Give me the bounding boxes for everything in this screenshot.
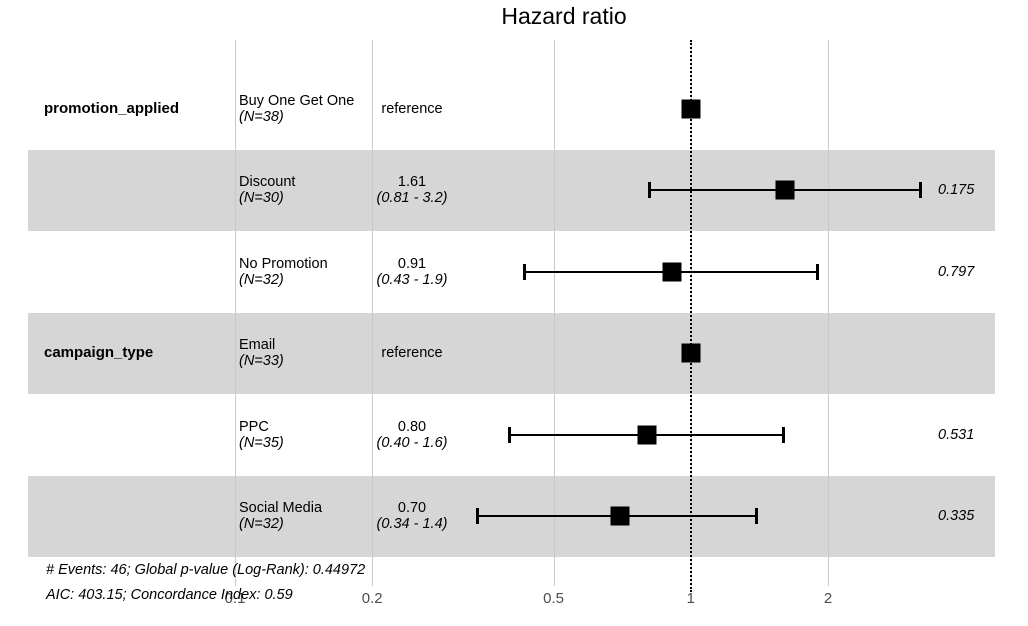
footnote: # Events: 46; Global p-value (Log-Rank):…: [46, 562, 366, 578]
forest-row: promotion_applied Buy One Get One (N=38)…: [0, 68, 1028, 150]
level-n-count: (N=33): [239, 353, 284, 370]
level-name: PPC: [239, 418, 269, 435]
hazard-ratio-marker: [681, 99, 701, 119]
x-axis-tick-label: 1: [686, 590, 695, 607]
forest-row: Social Media (N=32) 0.70 (0.34 - 1.4) 0.…: [0, 475, 1028, 558]
estimate-value: 0.80: [397, 418, 427, 435]
level-label: No Promotion (N=32): [239, 231, 328, 313]
p-value-label: 0.175: [938, 182, 975, 199]
ci-cap-right: [781, 426, 785, 443]
level-name: Buy One Get One: [239, 92, 355, 109]
confidence-interval-text: (0.40 - 1.6): [376, 434, 448, 451]
gridline: [235, 40, 236, 586]
hazard-ratio-marker: [662, 262, 682, 282]
confidence-interval-text: (0.34 - 1.4): [376, 516, 448, 533]
estimate-label: 0.91 (0.43 - 1.9): [377, 231, 448, 313]
level-label: Social Media (N=32): [239, 476, 322, 558]
x-axis-tick-label: 0.2: [361, 590, 383, 607]
level-name: Discount: [239, 174, 296, 191]
p-value-label: 0.531: [938, 426, 975, 443]
estimate-label: 0.80 (0.40 - 1.6): [377, 394, 448, 476]
ci-cap-right: [755, 508, 759, 525]
chart-title: Hazard ratio: [501, 3, 627, 29]
ci-cap-right: [815, 263, 819, 280]
level-n-count: (N=35): [239, 434, 284, 451]
forest-row: PPC (N=35) 0.80 (0.40 - 1.6) 0.531: [0, 394, 1028, 476]
x-axis-tick-label: 0.5: [543, 590, 565, 607]
forest-row: No Promotion (N=32) 0.91 (0.43 - 1.9) 0.…: [0, 231, 1028, 313]
gridline: [372, 40, 374, 586]
hazard-ratio-marker: [681, 343, 701, 363]
level-n-count: (N=32): [239, 516, 284, 533]
gridline: [553, 40, 555, 586]
ci-cap-left: [508, 426, 512, 443]
estimate-value: reference: [381, 100, 443, 117]
p-value-label: 0.797: [938, 263, 975, 280]
estimate-label: reference: [381, 313, 442, 395]
variable-label: promotion_applied: [44, 99, 179, 117]
estimate-value: 0.70: [397, 500, 427, 517]
footnote: AIC: 403.15; Concordance Index: 0.59: [46, 587, 293, 603]
estimate-value: 0.91: [397, 255, 427, 272]
variable-label: campaign_type: [44, 344, 154, 362]
ci-cap-left: [522, 263, 526, 280]
gridline: [828, 40, 829, 586]
estimate-value: reference: [381, 345, 443, 362]
level-label: Discount (N=30): [239, 150, 295, 232]
hazard-ratio-marker: [775, 180, 795, 200]
forest-row: campaign_type Email (N=33) reference: [0, 312, 1028, 395]
x-axis-tick-label: 2: [823, 590, 833, 607]
estimate-label: reference: [381, 68, 442, 150]
estimate-label: 0.70 (0.34 - 1.4): [377, 476, 448, 558]
reference-line: [689, 40, 692, 592]
hazard-ratio-marker: [637, 425, 657, 445]
p-value-label: 0.335: [938, 508, 975, 525]
row-stripe: [28, 312, 995, 394]
ci-cap-left: [476, 508, 480, 525]
x-axis-tick-label: 0.1: [224, 590, 246, 607]
level-label: PPC (N=35): [239, 394, 284, 476]
ci-cap-left: [648, 182, 652, 199]
level-label: Buy One Get One (N=38): [239, 68, 354, 150]
estimate-value: 1.61: [397, 174, 427, 191]
level-n-count: (N=32): [239, 271, 284, 288]
hazard-ratio-marker: [610, 506, 630, 526]
forest-row: Discount (N=30) 1.61 (0.81 - 3.2) 0.175: [0, 149, 1028, 232]
confidence-interval-text: (0.43 - 1.9): [376, 271, 448, 288]
level-label: Email (N=33): [239, 313, 284, 395]
level-n-count: (N=30): [239, 190, 284, 207]
level-n-count: (N=38): [239, 108, 284, 125]
level-name: Social Media: [239, 500, 323, 517]
ci-cap-right: [919, 182, 923, 199]
level-name: No Promotion: [239, 255, 328, 272]
level-name: Email: [239, 337, 276, 354]
confidence-interval-text: (0.81 - 3.2): [376, 190, 448, 207]
estimate-label: 1.61 (0.81 - 3.2): [377, 150, 448, 232]
